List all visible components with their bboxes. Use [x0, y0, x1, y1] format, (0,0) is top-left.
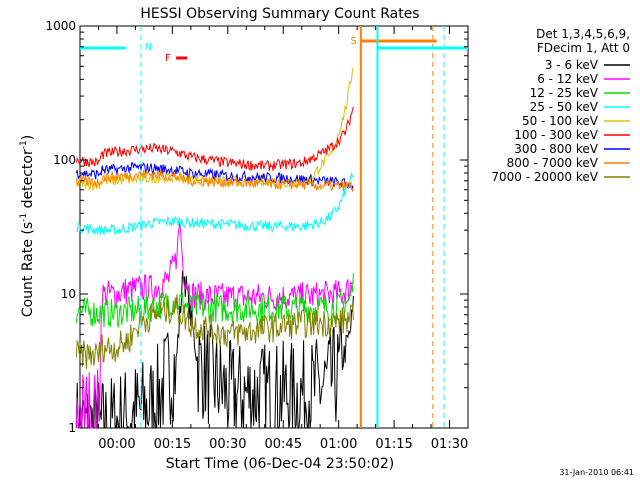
- legend-header-line2: FDecim 1, Att 0: [537, 41, 630, 55]
- y-axis-label-sup2: -1: [19, 140, 29, 149]
- legend-entry-label: 7000 - 20000 keV: [491, 170, 598, 184]
- series-line: [75, 270, 354, 430]
- legend-entry-label: 300 - 800 keV: [514, 142, 598, 156]
- y-axis-label-sup1: -1: [19, 213, 29, 222]
- x-tick-label: 00:30: [209, 437, 246, 452]
- x-tick-label: 01:30: [431, 437, 468, 452]
- x-tick-label: 00:45: [265, 437, 302, 452]
- series-line: [75, 221, 354, 429]
- chart-title: HESSI Observing Summary Count Rates: [140, 6, 419, 22]
- legend-header-line1: Det 1,3,4,5,6,9,: [536, 27, 630, 41]
- y-axis-label-main: Count Rate (s: [20, 222, 36, 317]
- x-tick-label: 01:15: [375, 437, 412, 452]
- legend-entry-label: 25 - 50 keV: [530, 100, 599, 114]
- y-axis-ticks: 1000 100 10 1: [45, 19, 468, 435]
- y-tick-label: 10: [61, 287, 76, 301]
- series-line: [75, 294, 354, 370]
- series-line: [75, 161, 354, 190]
- series-line: [75, 106, 354, 171]
- x-axis-ticks: 00:00 00:15 00:30 00:45 01:00 01:15 01:30: [97, 26, 468, 452]
- y-axis-label: Count Rate (s-1 detector-1): [19, 135, 36, 317]
- night-label: N: [145, 42, 152, 53]
- flare-label: F: [165, 53, 171, 64]
- legend-entry-label: 100 - 300 keV: [514, 128, 598, 142]
- y-tick-label: 100: [53, 153, 76, 167]
- x-tick-label: 00:00: [98, 437, 135, 452]
- series-layer: [75, 67, 354, 430]
- x-tick-label: 01:00: [320, 437, 357, 452]
- legend-entry-label: 12 - 25 keV: [530, 86, 599, 100]
- legend-entry-label: 6 - 12 keV: [537, 72, 599, 86]
- flag-marker-layer: N F S: [80, 26, 468, 428]
- y-tick-label: 1000: [45, 19, 76, 33]
- legend-entry-label: 3 - 6 keV: [545, 58, 599, 72]
- legend-entry-label: 800 - 7000 keV: [507, 156, 599, 170]
- x-axis-label: Start Time (06-Dec-04 23:50:02): [166, 456, 394, 472]
- series-line: [75, 169, 354, 193]
- y-axis-label-end: ): [20, 135, 36, 140]
- footer-timestamp: 31-Jan-2010 06:41: [559, 468, 634, 477]
- legend-entry-label: 50 - 100 keV: [522, 114, 599, 128]
- x-tick-label: 00:15: [154, 437, 191, 452]
- y-axis-label-mid: detector: [20, 149, 36, 213]
- series-line: [76, 171, 354, 236]
- y-tick-label: 1: [68, 421, 76, 435]
- saa-label: S: [350, 36, 356, 47]
